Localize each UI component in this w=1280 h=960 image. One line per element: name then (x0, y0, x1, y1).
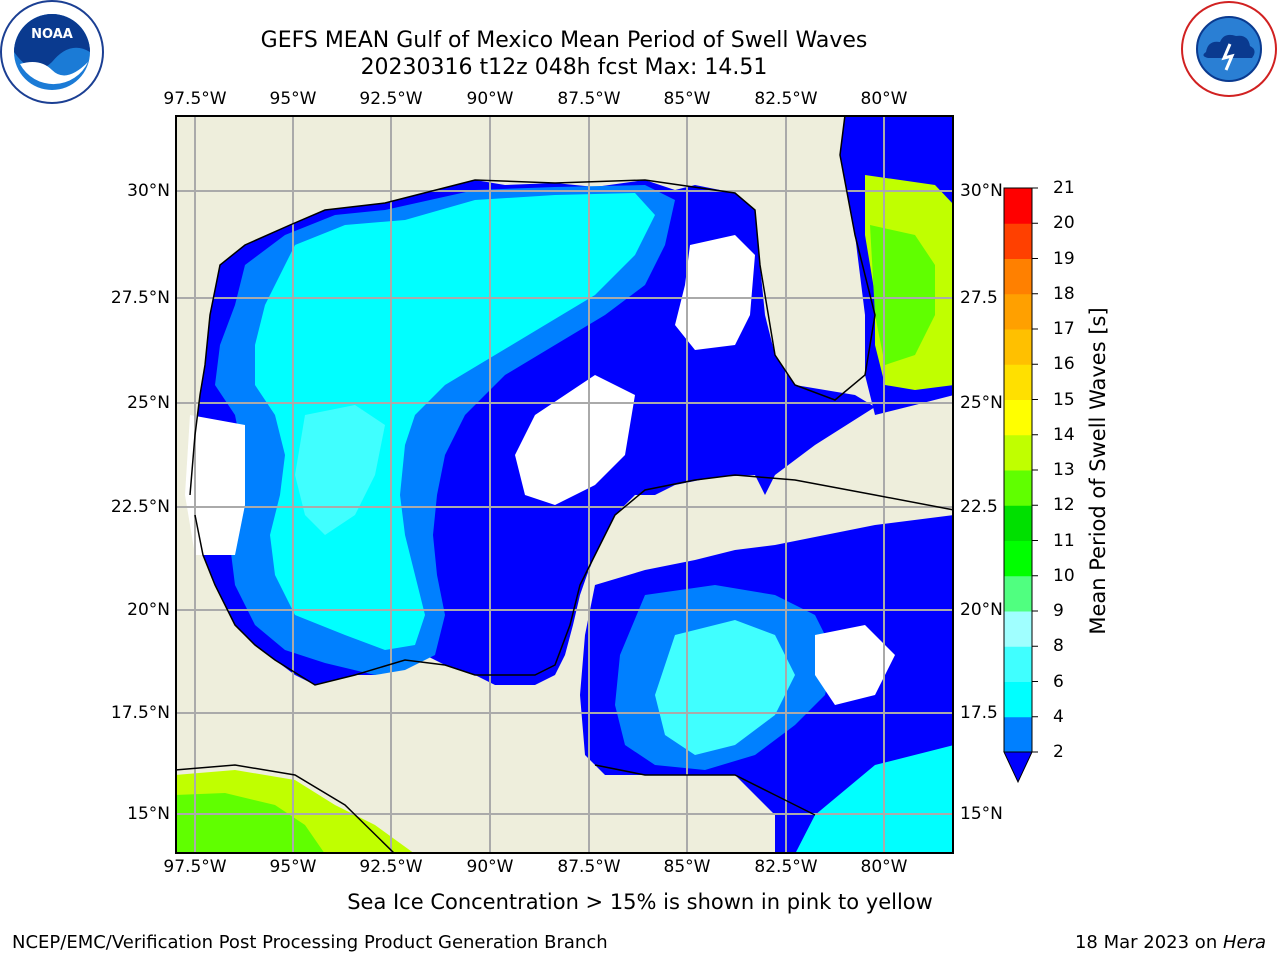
colorbar-segment (1004, 399, 1032, 436)
lon-tick-top: 92.5°W (359, 89, 423, 109)
lon-tick-bottom: 97.5°W (163, 857, 227, 877)
lat-tick-right: 30°N (960, 181, 1003, 201)
graticule (175, 115, 954, 854)
lon-tick-top: 95°W (269, 89, 317, 109)
lat-tick-left: 15°N (127, 804, 170, 824)
colorbar-label: Mean Period of Swell Waves [s] (1086, 307, 1110, 635)
nodata-area (185, 415, 245, 555)
lon-tick-bottom: 87.5°W (557, 857, 621, 877)
lat-tick-right: 20°N (960, 600, 1003, 620)
coastline (194, 474, 954, 686)
lat-tick-left: 17.5°N (110, 703, 170, 723)
lon-tick-bottom: 92.5°W (359, 857, 423, 877)
map-svg (175, 115, 954, 854)
colorbar-tick-label: 15 (1053, 389, 1075, 410)
nodata-area (515, 375, 635, 505)
colorbar-segment (1004, 223, 1032, 259)
lon-tick-bottom: 82.5°W (754, 857, 818, 877)
colorbar-segment (1004, 575, 1032, 612)
colorbar-svg (1003, 187, 1038, 784)
colorbar-segment (1004, 646, 1032, 682)
colorbar-extend-min (1003, 751, 1033, 784)
lat-tick-left: 20°N (127, 600, 170, 620)
colorbar-segment (1004, 470, 1032, 506)
colorbar-tick-label: 12 (1053, 495, 1075, 516)
caribbean-band-6 (655, 620, 795, 755)
colorbar-segment (1004, 540, 1032, 577)
colorbar-segment (1004, 681, 1032, 718)
colorbar-tick-label: 8 (1053, 636, 1064, 657)
lon-tick-bottom: 90°W (466, 857, 514, 877)
colorbar-tick-label: 20 (1053, 213, 1075, 234)
gulf-band-6 (255, 193, 655, 650)
colorbar-segment (1004, 364, 1032, 400)
colorbar-tick-label: 11 (1053, 530, 1075, 551)
coastline (189, 115, 876, 496)
colorbar-tick-label: 4 (1053, 706, 1064, 727)
map-panel (175, 115, 954, 854)
sea-ice-note: Sea Ice Concentration > 15% is shown in … (347, 890, 933, 914)
colorbar-tick-label: 6 (1053, 671, 1064, 692)
colorbar (1000, 186, 1040, 786)
colorbar-segment (1004, 434, 1032, 471)
lat-tick-right: 27.5 (960, 288, 998, 308)
caribbean-band-6-se (795, 745, 954, 854)
date-text: 18 Mar 2023 on Hera (1075, 932, 1266, 953)
lon-tick-top: 87.5°W (557, 89, 621, 109)
noaa-logo-text: NOAA (31, 27, 73, 42)
colorbar-segment (1004, 505, 1032, 541)
colorbar-tick-label: 2 (1053, 742, 1064, 762)
colorbar-tick-label: 16 (1053, 354, 1075, 375)
colorbar-tick-label: 21 (1053, 178, 1075, 198)
credit-text: NCEP/EMC/Verification Post Processing Pr… (12, 932, 608, 953)
date-label: 18 Mar 2023 on (1074, 932, 1223, 953)
colorbar-tick-label: 17 (1053, 319, 1075, 339)
lat-tick-right: 15°N (960, 804, 1003, 824)
lon-tick-bottom: 80°W (860, 857, 908, 877)
lat-tick-left: 27.5°N (110, 288, 170, 308)
colorbar-segment (1004, 716, 1032, 753)
colorbar-tick-label: 14 (1053, 424, 1075, 445)
nodata-area (675, 235, 755, 350)
lat-tick-left: 22.5°N (110, 497, 170, 517)
colorbar-tick-label: 9 (1053, 601, 1064, 621)
lat-tick-right: 25°N (960, 393, 1003, 413)
lon-tick-top: 90°W (466, 89, 514, 109)
lat-tick-left: 25°N (127, 393, 170, 413)
pacific-band-11 (175, 793, 325, 854)
chart-title: GEFS MEAN Gulf of Mexico Mean Period of … (260, 28, 868, 53)
lat-tick-right: 17.5 (960, 703, 998, 723)
colorbar-segment (1004, 329, 1032, 365)
lat-tick-left: 30°N (127, 181, 170, 201)
noaa-logo: NOAA (0, 0, 105, 105)
gulf-band-8 (295, 405, 385, 535)
lon-tick-bottom: 95°W (269, 857, 317, 877)
lat-tick-right: 22.5 (960, 497, 998, 517)
colorbar-segment (1004, 611, 1032, 647)
colorbar-tick-label: 13 (1053, 460, 1075, 480)
coastline (594, 764, 816, 816)
lon-tick-top: 82.5°W (754, 89, 818, 109)
colorbar-tick-label: 18 (1053, 283, 1075, 304)
atlantic-band-11 (870, 225, 935, 365)
colorbar-tick-label: 19 (1053, 248, 1075, 269)
lon-tick-top: 85°W (663, 89, 711, 109)
colorbar-tick-label: 10 (1053, 565, 1075, 586)
colorbar-segment (1004, 293, 1032, 330)
nodata-area (815, 625, 895, 705)
nws-logo (1178, 0, 1280, 98)
chart-subtitle: 20230316 t12z 048h fcst Max: 14.51 (360, 55, 768, 80)
coastline (175, 764, 396, 854)
map-frame (175, 115, 954, 854)
lon-tick-top: 80°W (860, 89, 908, 109)
lon-tick-top: 97.5°W (163, 89, 227, 109)
machine-name: Hera (1222, 932, 1266, 953)
lon-tick-bottom: 85°W (663, 857, 711, 877)
colorbar-segment (1004, 258, 1032, 295)
colorbar-segment (1004, 188, 1032, 224)
